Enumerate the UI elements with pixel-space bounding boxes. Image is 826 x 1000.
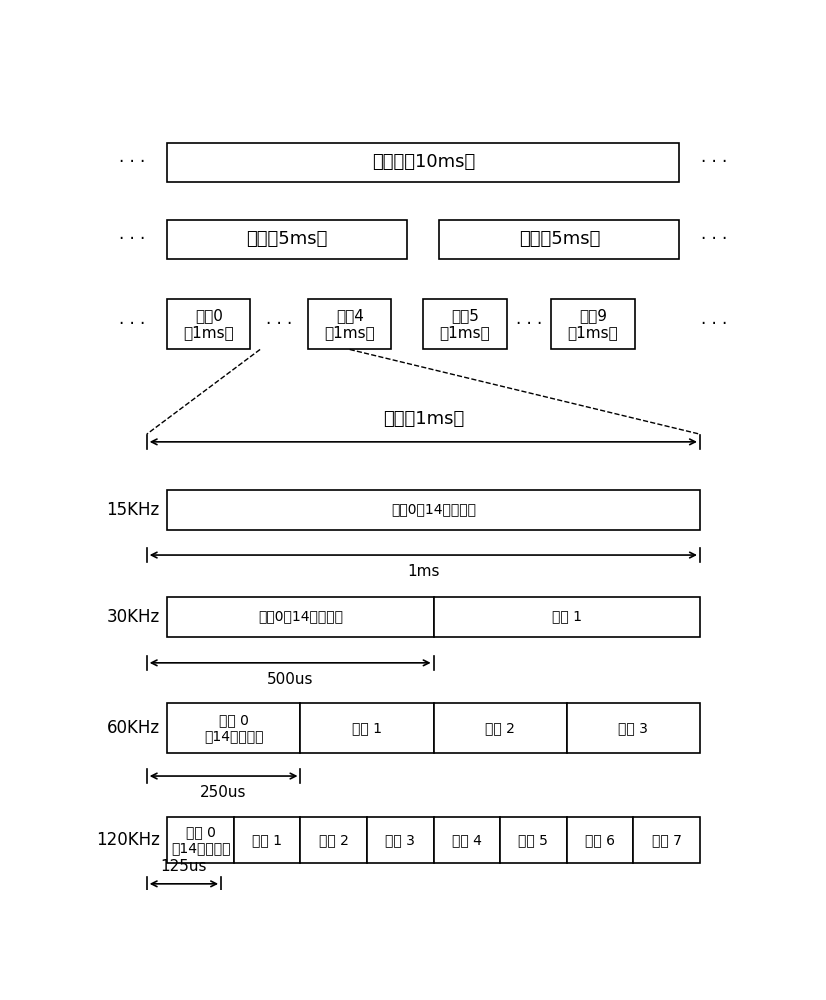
Text: 子帤5
（1ms）: 子帤5 （1ms）	[439, 308, 491, 340]
Text: 子帧（1ms）: 子帧（1ms）	[382, 410, 464, 428]
Text: 时陑 2: 时陑 2	[485, 721, 515, 735]
Text: 时陑 2: 时陑 2	[319, 833, 349, 847]
Text: · · ·: · · ·	[701, 315, 728, 333]
Text: 时陑 1: 时陑 1	[352, 721, 382, 735]
Bar	[308, 299, 392, 349]
Text: 30KHz: 30KHz	[107, 608, 159, 626]
Text: 120KHz: 120KHz	[96, 831, 159, 849]
Bar	[167, 703, 301, 753]
Text: 时陑 0
（14个符号）: 时陑 0 （14个符号）	[204, 713, 263, 743]
Text: · · ·: · · ·	[266, 315, 292, 333]
Bar	[501, 817, 567, 863]
Text: · · ·: · · ·	[119, 315, 145, 333]
Text: 125us: 125us	[161, 859, 207, 874]
Bar	[552, 299, 634, 349]
Text: 时陑0（14个符号）: 时陑0（14个符号）	[391, 503, 476, 517]
Text: · · ·: · · ·	[119, 230, 145, 248]
Bar	[167, 143, 679, 182]
Bar	[167, 299, 250, 349]
Text: · · ·: · · ·	[515, 315, 542, 333]
Text: 时陑 3: 时陑 3	[386, 833, 415, 847]
Text: 半帧（5ms）: 半帧（5ms）	[519, 230, 600, 248]
Text: · · ·: · · ·	[701, 230, 728, 248]
Text: 时陑 1: 时陑 1	[252, 833, 282, 847]
Text: 时陑 7: 时陑 7	[652, 833, 681, 847]
Text: 时陑 5: 时陑 5	[519, 833, 548, 847]
Text: 一个帧（10ms）: 一个帧（10ms）	[372, 153, 475, 171]
Bar	[234, 817, 301, 863]
Text: 子帤9
（1ms）: 子帤9 （1ms）	[567, 308, 619, 340]
Text: 时陑0（14个符号）: 时陑0（14个符号）	[258, 610, 343, 624]
Bar	[367, 817, 434, 863]
Bar	[301, 703, 434, 753]
Bar	[301, 817, 367, 863]
Text: 时陑 3: 时陑 3	[619, 721, 648, 735]
Bar	[567, 703, 700, 753]
Bar	[167, 220, 407, 259]
Text: 半帧（5ms）: 半帧（5ms）	[247, 230, 328, 248]
Bar	[167, 597, 434, 637]
Text: 时陑 1: 时陑 1	[552, 610, 582, 624]
Bar	[167, 490, 700, 530]
Text: · · ·: · · ·	[119, 153, 145, 171]
Bar	[567, 817, 634, 863]
Text: 时陑 0
（14个符号）: 时陑 0 （14个符号）	[171, 825, 230, 855]
Bar	[423, 299, 506, 349]
Bar	[634, 817, 700, 863]
Bar	[434, 703, 567, 753]
Text: 时陑 6: 时陑 6	[585, 833, 615, 847]
Text: 60KHz: 60KHz	[107, 719, 159, 737]
Text: 子帤0
（1ms）: 子帤0 （1ms）	[183, 308, 235, 340]
Text: 时陑 4: 时陑 4	[452, 833, 482, 847]
Text: · · ·: · · ·	[701, 153, 728, 171]
Text: 15KHz: 15KHz	[107, 501, 159, 519]
Bar	[434, 817, 501, 863]
Text: 500us: 500us	[267, 672, 313, 687]
Text: 子帤4
（1ms）: 子帤4 （1ms）	[325, 308, 375, 340]
Text: 1ms: 1ms	[407, 564, 439, 579]
Bar	[167, 817, 234, 863]
Bar	[439, 220, 679, 259]
Bar	[434, 597, 700, 637]
Text: 250us: 250us	[201, 785, 247, 800]
